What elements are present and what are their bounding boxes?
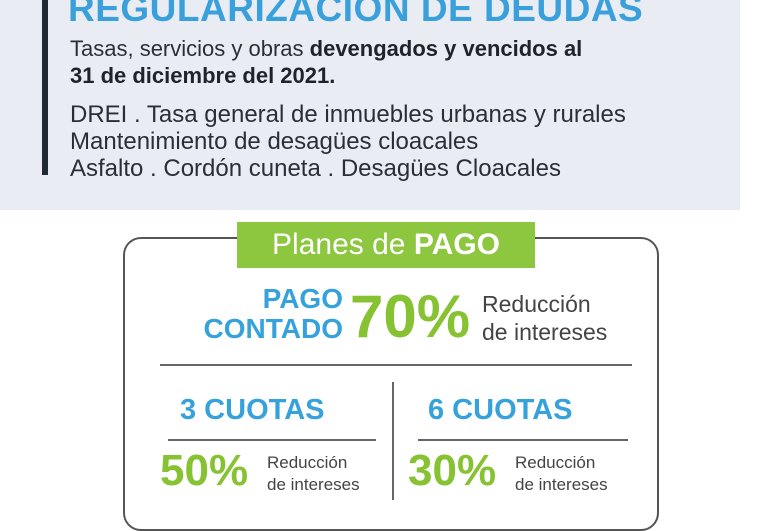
divider xyxy=(160,364,632,366)
desc-line1: Reducción xyxy=(267,453,348,472)
label-light: Planes de xyxy=(272,228,414,261)
divider xyxy=(418,439,628,441)
cuotas-3-desc: Reducción de intereses xyxy=(267,452,360,496)
cuotas-3-title: 3 CUOTAS xyxy=(180,394,325,426)
list-item: Asfalto . Cordón cuneta . Desagües Cloac… xyxy=(70,155,561,182)
list-item: Mantenimiento de desagües cloacales xyxy=(70,128,479,155)
subtitle-bold: devengados y vencidos al xyxy=(309,36,583,61)
header-panel xyxy=(0,0,740,210)
accent-bar xyxy=(42,0,48,175)
desc-line2: de intereses xyxy=(515,475,608,494)
contado-line1: PAGO xyxy=(262,283,343,314)
contado-line2: CONTADO xyxy=(203,313,343,344)
cuotas-6-desc: Reducción de intereses xyxy=(515,452,608,496)
subtitle: Tasas, servicios y obras devengados y ve… xyxy=(70,36,582,62)
divider xyxy=(168,439,376,441)
plans-label: Planes de PAGO xyxy=(237,222,535,268)
desc-line1: Reducción xyxy=(515,453,596,472)
desc-line2: de intereses xyxy=(482,319,608,345)
subtitle-normal: Tasas, servicios y obras xyxy=(70,36,310,61)
contado-desc: Reducción de intereses xyxy=(482,290,607,346)
label-bold: PAGO xyxy=(413,228,500,261)
contado-title: PAGO CONTADO xyxy=(180,284,343,344)
vertical-divider xyxy=(392,382,394,500)
cuotas-6-percent: 30% xyxy=(408,446,497,495)
page-title: REGULARIZACIÓN DE DEUDAS xyxy=(68,0,644,29)
subtitle-date: 31 de diciembre del 2021. xyxy=(70,63,336,88)
contado-percent: 70% xyxy=(350,283,471,350)
desc-line1: Reducción xyxy=(482,291,591,317)
desc-line2: de intereses xyxy=(267,475,360,494)
cuotas-3-percent: 50% xyxy=(160,446,249,495)
list-item: DREI . Tasa general de inmuebles urbanas… xyxy=(70,101,626,128)
cuotas-6-title: 6 CUOTAS xyxy=(428,394,573,426)
